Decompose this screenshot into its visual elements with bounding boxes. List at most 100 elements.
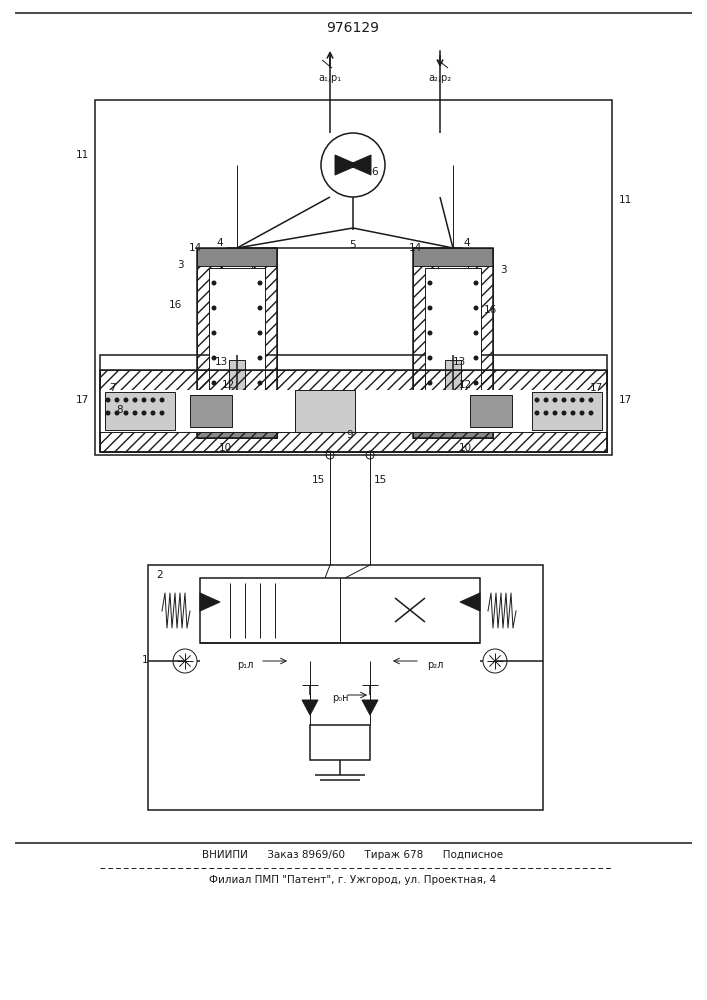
Bar [100,355,607,452]
Bar [197,248,222,438]
Bar [148,565,543,810]
Text: 17: 17 [590,383,602,393]
Text: 11: 11 [76,150,88,160]
Circle shape [211,280,216,286]
Circle shape [428,306,433,310]
Circle shape [588,397,593,402]
Text: 3: 3 [500,265,506,275]
Circle shape [151,410,156,416]
Bar [197,248,277,438]
Text: 12: 12 [458,380,472,390]
Bar [197,248,277,266]
Circle shape [257,280,262,286]
Bar [413,248,493,438]
Circle shape [474,280,479,286]
Circle shape [428,330,433,336]
Text: 17: 17 [76,395,88,405]
Circle shape [211,330,216,336]
Text: 10: 10 [218,443,232,453]
Circle shape [428,280,433,286]
Circle shape [211,356,216,360]
Bar [100,370,607,390]
Circle shape [124,410,129,416]
Bar [190,395,232,427]
Text: ВНИИПИ      Заказ 8969/60      Тираж 678      Подписное: ВНИИПИ Заказ 8969/60 Тираж 678 Подписное [202,850,503,860]
Circle shape [160,397,165,402]
Bar [252,248,277,438]
Circle shape [474,306,479,310]
Circle shape [160,410,165,416]
Text: 4: 4 [216,238,223,248]
Circle shape [571,397,575,402]
Text: 11: 11 [619,195,631,205]
Circle shape [561,410,566,416]
Circle shape [580,397,585,402]
Circle shape [257,406,262,410]
Circle shape [534,410,539,416]
Text: 16: 16 [484,305,496,315]
Bar [200,578,480,643]
Circle shape [115,410,119,416]
Bar [532,392,602,430]
Circle shape [211,406,216,410]
Text: 6: 6 [372,167,378,177]
Bar [470,395,512,427]
Circle shape [141,410,146,416]
Circle shape [151,397,156,402]
Bar [470,395,512,427]
Bar [100,370,607,452]
Text: 16: 16 [168,300,182,310]
Bar [425,268,481,418]
Circle shape [561,397,566,402]
Text: 8: 8 [117,405,123,415]
Circle shape [141,397,146,402]
Bar [413,420,493,438]
Text: 10: 10 [458,443,472,453]
Circle shape [257,306,262,310]
Polygon shape [348,155,371,175]
Bar [310,725,370,760]
Text: 13: 13 [452,357,466,367]
Bar [197,420,277,438]
Text: p₂л: p₂л [427,660,443,670]
Polygon shape [460,593,480,611]
Text: 5: 5 [350,240,356,250]
Bar [100,390,607,432]
Text: p₀н: p₀н [332,693,349,703]
Circle shape [211,380,216,385]
Bar [197,248,277,266]
Bar [105,392,175,430]
Circle shape [474,330,479,336]
Circle shape [552,410,558,416]
Circle shape [132,397,137,402]
Circle shape [257,356,262,360]
Text: 3: 3 [177,260,183,270]
Text: 15: 15 [373,475,387,485]
Bar [190,395,232,427]
Text: 14: 14 [409,243,421,253]
Circle shape [474,380,479,385]
Circle shape [257,330,262,336]
Text: 9: 9 [346,430,354,440]
Bar [295,390,355,432]
Text: 976129: 976129 [327,21,380,35]
Circle shape [105,397,110,402]
Text: 15: 15 [311,475,325,485]
Text: 13: 13 [214,357,228,367]
Bar [468,248,493,438]
Circle shape [428,356,433,360]
Polygon shape [302,700,318,715]
Bar [532,392,602,430]
Bar [105,392,175,430]
Bar [413,248,438,438]
Bar [445,360,461,420]
Polygon shape [362,700,378,715]
Bar [95,100,612,455]
Circle shape [124,397,129,402]
Circle shape [257,380,262,385]
Circle shape [350,162,356,168]
Text: 4: 4 [464,238,470,248]
Circle shape [428,380,433,385]
Polygon shape [200,593,220,611]
Text: a₁,p₁: a₁,p₁ [318,73,341,83]
